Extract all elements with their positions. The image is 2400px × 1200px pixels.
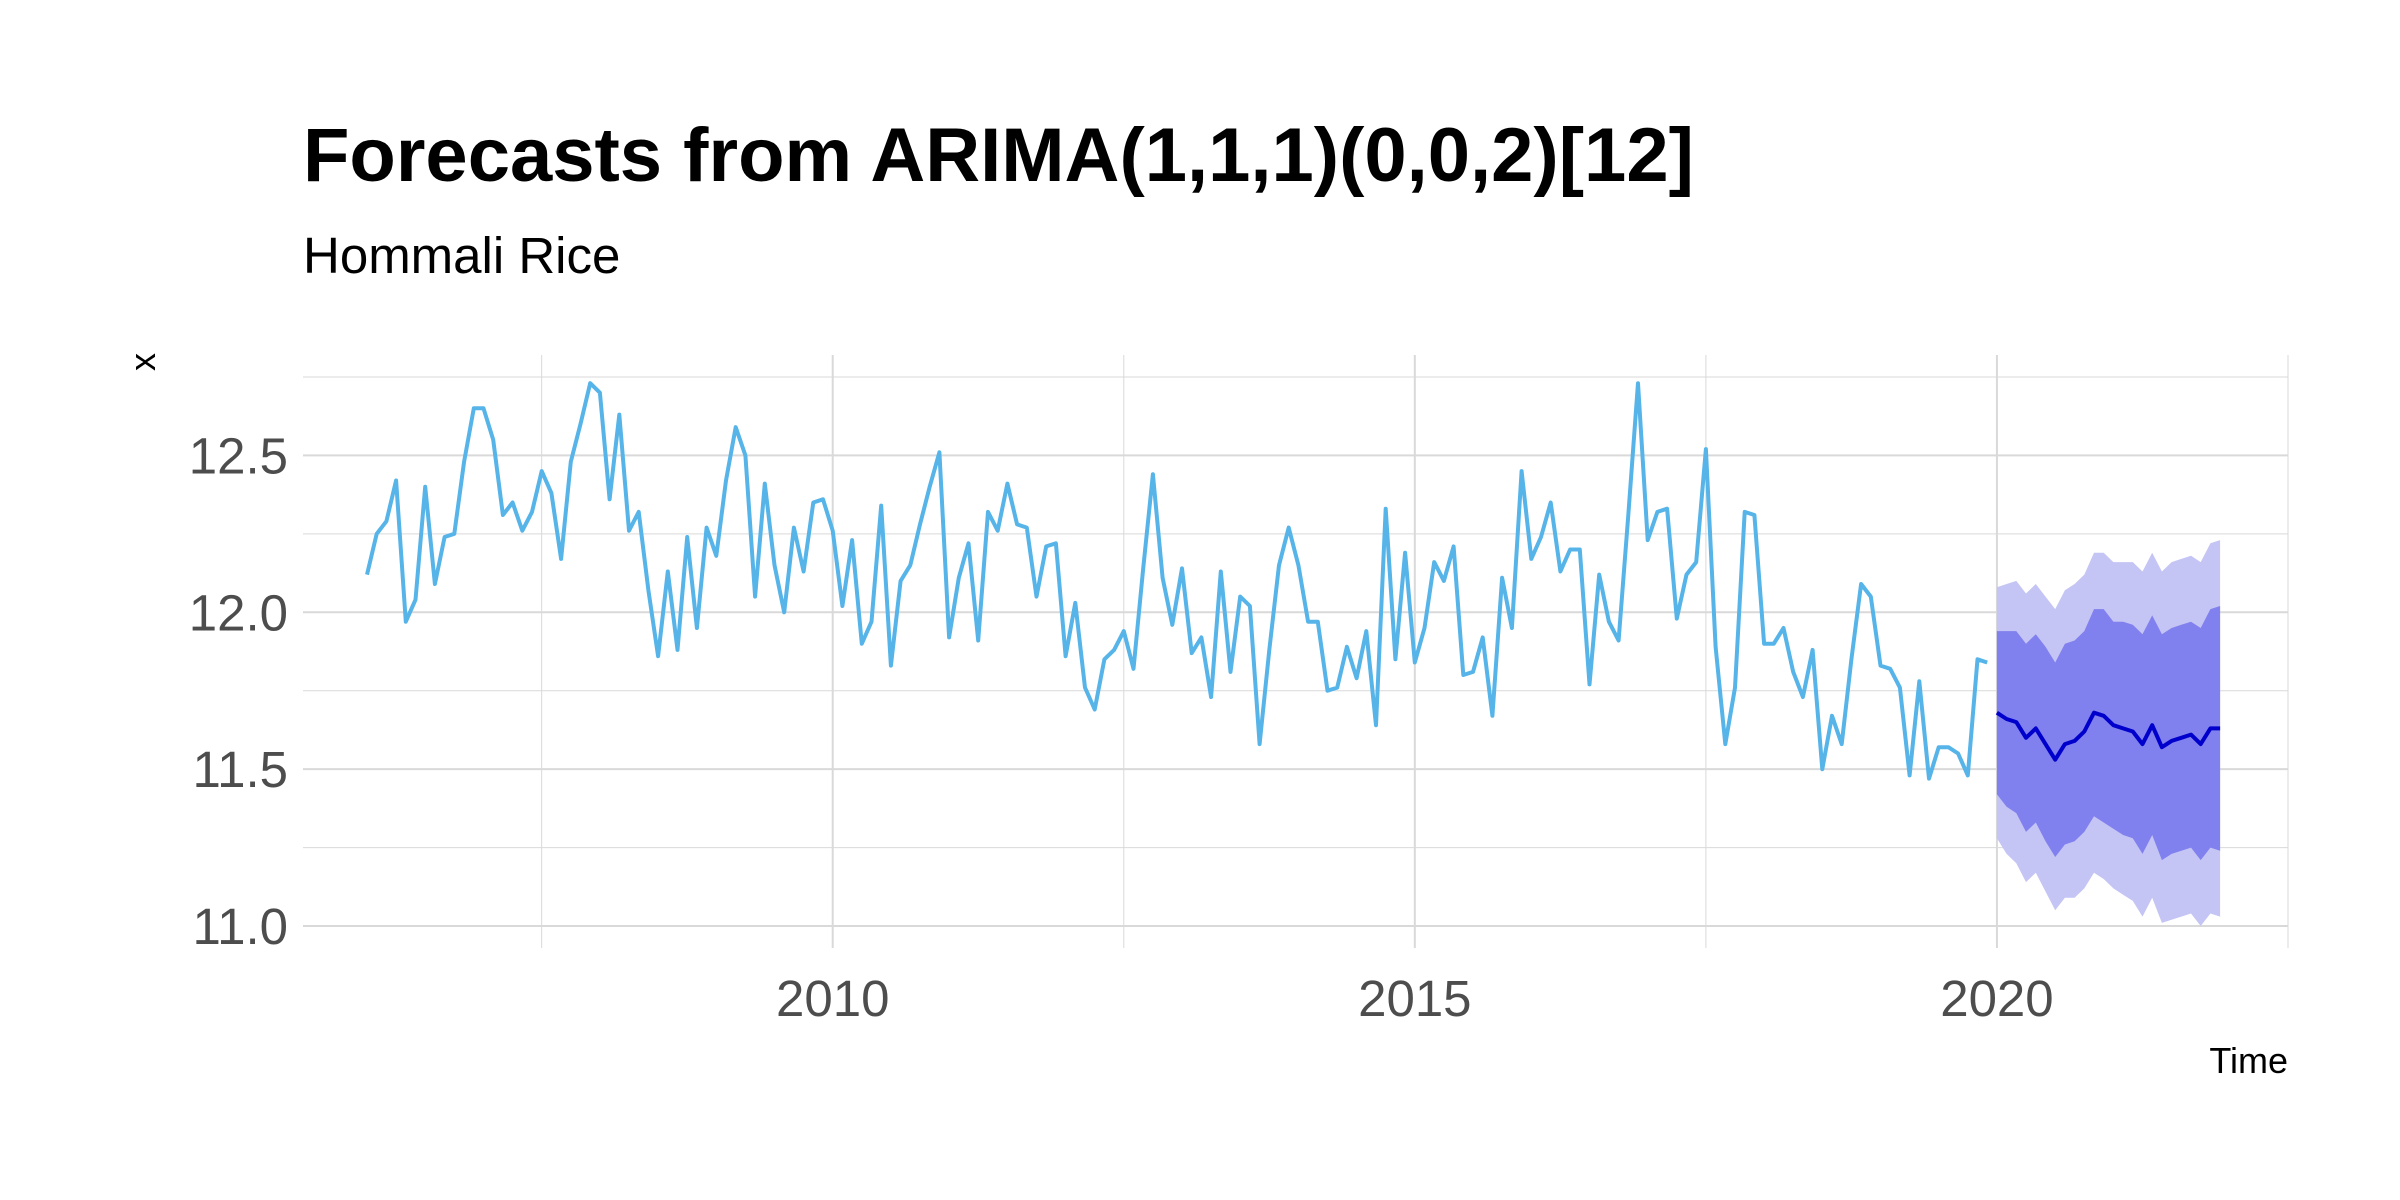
forecast-80-interval [1996,606,2221,861]
x-tick-label: 2010 [776,970,889,1027]
y-tick-label: 12.0 [189,584,288,641]
history-line [365,381,1988,781]
x-axis-ticks: 2010 2015 2020 [776,970,2054,1027]
chart-subtitle: Hommali Rice [303,227,621,284]
history-series [365,381,1988,781]
chart-title: Forecasts from ARIMA(1,1,1)(0,0,2)[12] [303,113,1694,198]
x-tick-label: 2020 [1940,970,2053,1027]
y-tick-label: 11.0 [193,898,288,955]
x-tick-label: 2015 [1358,970,1471,1027]
grid-lines [303,355,2289,948]
y-tick-label: 11.5 [193,741,288,798]
forecast-80-band [1996,606,2221,861]
y-tick-label: 12.5 [189,427,288,484]
y-axis-ticks: 11.0 11.5 12.0 12.5 [189,427,288,955]
x-axis-title: Time [2209,1040,2288,1081]
forecast-mean-series [1995,710,2221,762]
y-axis-title: x [122,353,163,371]
forecast-mean-line [1995,710,2221,762]
